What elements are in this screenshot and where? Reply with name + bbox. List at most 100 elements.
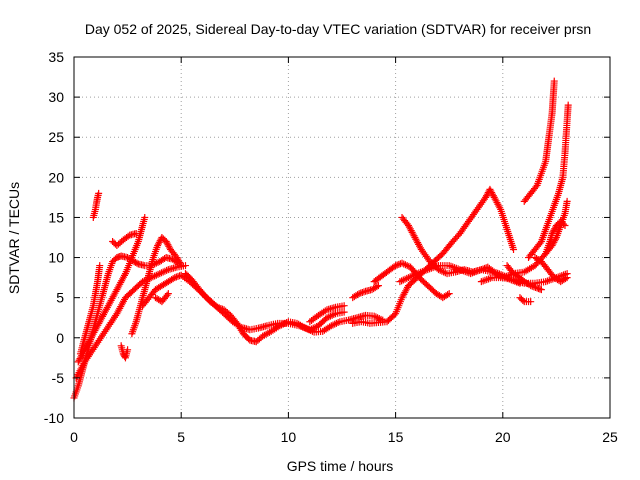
data-point-marker xyxy=(563,197,571,205)
data-point-marker xyxy=(334,319,342,327)
y-tick-labels: -10 -5 0 5 10 15 20 25 30 35 xyxy=(44,49,64,426)
data-point-marker xyxy=(133,259,141,267)
axis-ticks xyxy=(73,56,611,419)
data-point-marker xyxy=(357,289,365,297)
series-arc-3 xyxy=(74,213,149,366)
data-point-marker xyxy=(530,283,538,291)
data-point-marker xyxy=(164,241,172,249)
data-point-marker xyxy=(152,271,160,279)
data-point-marker xyxy=(401,261,409,269)
series-arc-24 xyxy=(531,254,571,286)
data-point-marker xyxy=(525,281,533,289)
series-arc-1 xyxy=(70,252,183,402)
data-point-marker xyxy=(527,298,535,306)
y-tick-label: 20 xyxy=(48,169,64,185)
data-point-marker xyxy=(95,189,103,197)
y-axis-label: SDTVAR / TECUs xyxy=(6,182,22,294)
data-point-marker xyxy=(488,189,496,197)
data-point-marker xyxy=(329,321,337,329)
series-arc-2 xyxy=(72,262,189,382)
data-point-marker xyxy=(151,272,159,280)
data-point-marker xyxy=(124,232,132,240)
data-point-marker xyxy=(163,239,171,247)
data-point-marker xyxy=(162,238,170,246)
series-arc-22 xyxy=(525,101,572,262)
data-point-marker xyxy=(154,270,162,278)
data-point-marker xyxy=(445,290,453,298)
data-point-marker xyxy=(479,265,487,273)
series-arc-12 xyxy=(306,302,348,326)
data-point-marker xyxy=(177,262,185,270)
series-arc-19 xyxy=(503,262,545,294)
data-point-marker xyxy=(403,262,411,270)
data-point-marker xyxy=(374,314,382,322)
x-tick-label: 5 xyxy=(177,429,185,445)
data-point-marker xyxy=(370,312,378,320)
data-point-marker xyxy=(444,291,452,299)
data-point-marker xyxy=(401,275,409,283)
data-point-marker xyxy=(165,242,173,250)
data-point-marker xyxy=(279,320,287,328)
y-tick-label: 5 xyxy=(56,290,64,306)
data-point-marker xyxy=(217,304,225,312)
data-point-marker xyxy=(494,269,502,277)
data-point-marker xyxy=(154,242,162,250)
grid-lines xyxy=(74,57,610,418)
data-point-marker xyxy=(331,320,339,328)
data-point-marker xyxy=(537,286,545,294)
data-point-marker xyxy=(74,358,82,366)
data-point-marker xyxy=(358,288,366,296)
series-arc-10 xyxy=(151,290,172,306)
data-point-marker xyxy=(161,267,169,275)
series-arc-5 xyxy=(89,189,103,221)
x-tick-label: 20 xyxy=(495,429,511,445)
data-point-marker xyxy=(154,240,162,248)
y-tick-label: 35 xyxy=(48,49,64,65)
data-point-marker xyxy=(175,258,183,266)
data-point-marker xyxy=(327,322,335,330)
data-point-marker xyxy=(514,279,522,287)
data-point-marker xyxy=(440,268,448,276)
x-tick-labels: 0 5 10 15 20 25 xyxy=(70,429,618,445)
series-arc-21 xyxy=(520,77,558,205)
y-tick-label: 30 xyxy=(48,89,64,105)
data-point-marker xyxy=(510,246,518,254)
data-point-marker xyxy=(403,274,411,282)
series-arc-4 xyxy=(76,262,104,358)
y-tick-label: -5 xyxy=(52,370,65,386)
data-point-marker xyxy=(550,226,558,234)
series-arc-8 xyxy=(128,234,185,338)
data-point-marker xyxy=(396,278,404,286)
data-point-marker xyxy=(175,257,183,265)
data-point-marker xyxy=(373,283,381,291)
x-tick-label: 25 xyxy=(602,429,618,445)
data-point-marker xyxy=(561,221,569,229)
data-point-marker xyxy=(550,77,558,85)
data-point-marker xyxy=(496,204,504,212)
data-point-marker xyxy=(486,185,494,193)
data-point-marker xyxy=(400,260,408,268)
data-point-marker xyxy=(176,272,184,280)
data-point-marker xyxy=(562,275,570,283)
data-point-marker xyxy=(149,273,157,281)
data-point-marker xyxy=(215,304,223,312)
data-point-marker xyxy=(172,273,180,281)
data-point-marker xyxy=(174,255,182,263)
data-point-marker xyxy=(406,273,414,281)
data-point-marker xyxy=(305,326,313,334)
data-point-marker xyxy=(323,314,331,322)
data-point-marker xyxy=(531,283,539,291)
data-point-marker xyxy=(96,262,104,270)
data-point-marker xyxy=(483,192,491,200)
data-point-marker xyxy=(511,277,519,285)
data-point-marker xyxy=(164,290,172,298)
chart-title: Day 052 of 2025, Sidereal Day-to-day VTE… xyxy=(85,21,591,37)
data-point-marker xyxy=(482,193,490,201)
data-point-marker xyxy=(360,288,368,296)
series-arc-15 xyxy=(370,259,453,302)
data-point-marker xyxy=(157,269,165,277)
data-point-marker xyxy=(536,239,544,247)
data-point-marker xyxy=(398,259,406,267)
data-points xyxy=(70,77,572,402)
data-point-marker xyxy=(564,101,572,109)
